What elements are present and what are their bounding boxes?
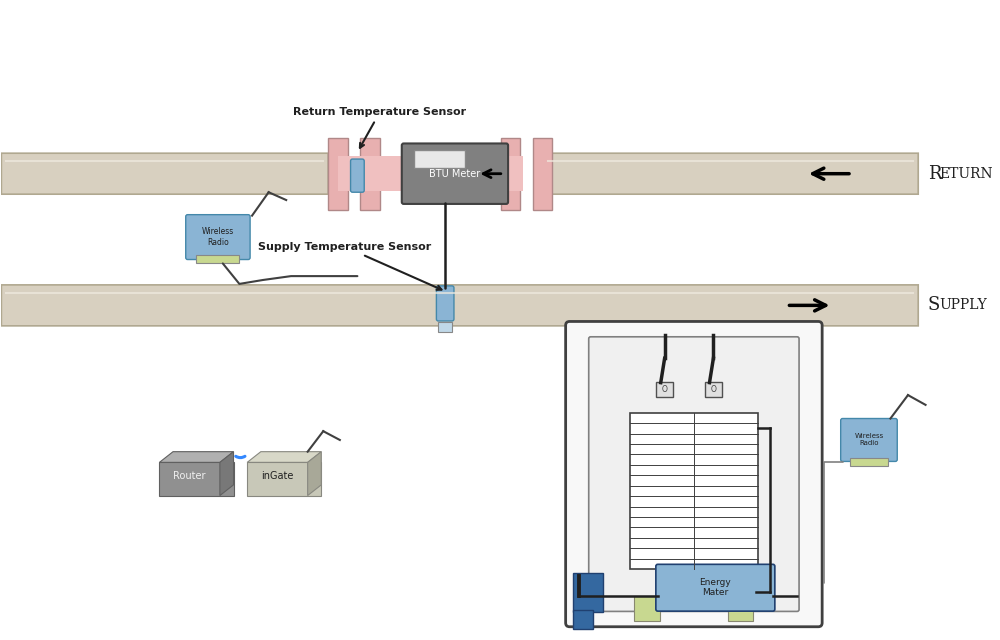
Text: inGate: inGate [261,471,294,481]
Bar [328,138,348,209]
Bar [634,596,660,621]
FancyBboxPatch shape [841,419,897,461]
Text: Wireless
Radio: Wireless Radio [202,227,234,247]
Bar [501,138,520,209]
Text: Wireless
Radio: Wireless Radio [854,433,884,447]
Polygon shape [220,452,234,495]
Bar [656,381,673,397]
FancyBboxPatch shape [402,143,508,204]
Text: Router: Router [173,471,206,481]
Bar [196,255,239,264]
Bar [159,463,234,495]
Bar [533,138,552,209]
FancyBboxPatch shape [186,214,250,260]
Bar [247,463,321,495]
FancyBboxPatch shape [656,564,775,611]
FancyBboxPatch shape [351,159,364,192]
FancyBboxPatch shape [1,285,918,326]
FancyBboxPatch shape [566,321,822,627]
Bar [438,322,452,332]
Text: Energy
Mater: Energy Mater [699,578,731,597]
Bar [705,381,722,397]
Text: S: S [928,296,940,314]
Text: ETURN: ETURN [940,166,993,180]
FancyBboxPatch shape [436,286,454,321]
Text: Return Temperature Sensor: Return Temperature Sensor [293,107,466,148]
FancyBboxPatch shape [1,153,328,194]
Bar [360,138,380,209]
Polygon shape [159,452,234,463]
Bar [573,573,603,612]
Text: O: O [710,385,716,394]
Bar [573,610,593,629]
Bar [850,458,888,467]
Text: BTU Meter: BTU Meter [429,169,481,179]
Text: Supply Temperature Sensor: Supply Temperature Sensor [258,242,441,290]
Text: R: R [928,164,941,182]
FancyBboxPatch shape [589,337,799,611]
Bar [338,156,523,191]
Bar [630,413,758,569]
FancyBboxPatch shape [543,153,918,194]
Polygon shape [247,452,321,463]
Text: O: O [662,385,668,394]
Text: UPPLY: UPPLY [940,298,987,312]
Polygon shape [308,452,321,495]
Bar [728,596,753,621]
Bar [414,150,465,168]
